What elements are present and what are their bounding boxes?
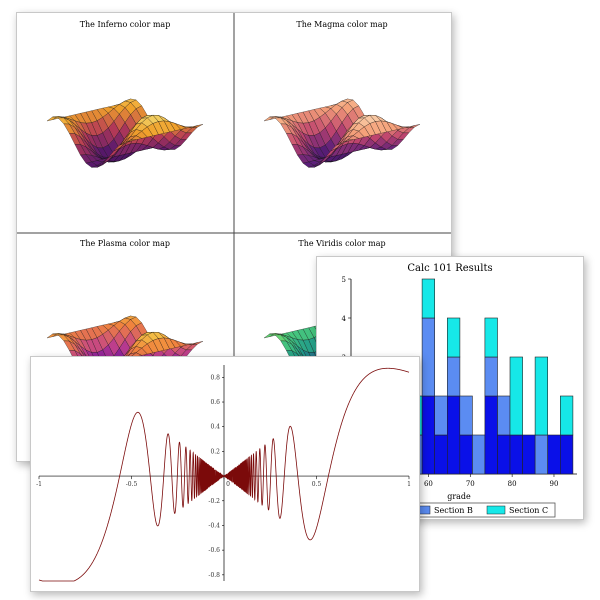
histogram-bar bbox=[484, 356, 498, 397]
line-plot-y-tick-label: 0.6 bbox=[210, 399, 220, 406]
inferno-title: The Inferno color map bbox=[80, 20, 171, 29]
line-plot-axes: -1 -0.5 0 0.5 1 0.8 0.6 0.4 0.2 -0.2 -0.4 -0.6 -0.8 bbox=[36, 365, 411, 581]
histogram-x-tick-label: 70 bbox=[466, 480, 475, 488]
legend-label-section-c: Section C bbox=[509, 506, 548, 515]
histogram-bar bbox=[421, 278, 435, 319]
histogram-bar bbox=[509, 434, 523, 475]
line-plot-y-tick-label: -0.4 bbox=[208, 522, 220, 529]
plasma-title: The Plasma color map bbox=[80, 239, 170, 248]
line-plot-y-tick-label: -0.2 bbox=[208, 498, 220, 505]
histogram-x-tick-label: 90 bbox=[550, 480, 559, 488]
histogram-bar bbox=[534, 434, 549, 475]
histogram-bar bbox=[509, 356, 523, 436]
surface-facet bbox=[336, 140, 348, 146]
line-plot-y-tick-label: 0.8 bbox=[210, 374, 220, 381]
histogram-bar bbox=[459, 395, 473, 436]
histogram-bar bbox=[472, 434, 486, 475]
line-plot-y-tick-label: -0.6 bbox=[208, 547, 220, 554]
histogram-bar bbox=[434, 434, 448, 475]
legend-label-section-b: Section B bbox=[434, 506, 473, 515]
histogram-bar bbox=[497, 434, 511, 475]
histogram-bar bbox=[421, 395, 435, 475]
line-plot: -1 -0.5 0 0.5 1 0.8 0.6 0.4 0.2 -0.2 -0.4 -0.6 -0.8 bbox=[36, 365, 411, 582]
line-plot-x-tick-label: 1 bbox=[407, 481, 411, 488]
histogram-bar bbox=[447, 356, 461, 397]
histogram-bar bbox=[497, 395, 511, 436]
histogram-bar bbox=[459, 434, 473, 475]
histogram-bar bbox=[484, 317, 498, 358]
histogram-bar bbox=[484, 395, 498, 475]
histogram-y-tick-label: 5 bbox=[342, 276, 346, 284]
line-plot-x-tick-label: 0.5 bbox=[312, 481, 322, 488]
histogram-bar bbox=[522, 434, 536, 475]
line-plot-x-tick-label: -1 bbox=[36, 481, 42, 488]
histogram-x-tick-label: 80 bbox=[508, 480, 517, 488]
histogram-legend: Section B Section C bbox=[406, 502, 556, 518]
histogram-bar bbox=[560, 395, 574, 436]
histogram-bar bbox=[534, 356, 549, 436]
histogram-bar bbox=[421, 317, 435, 397]
line-plot-x-tick-label: 0 bbox=[226, 481, 230, 488]
histogram-bar bbox=[447, 395, 461, 475]
inferno-surface bbox=[46, 98, 204, 168]
viridis-title: The Viridis color map bbox=[298, 239, 385, 248]
surface-facet bbox=[119, 140, 131, 146]
line-plot-x-tick-label: -0.5 bbox=[126, 481, 138, 488]
line-plot-y-tick-label: -0.8 bbox=[208, 572, 220, 579]
histogram-bar bbox=[434, 395, 448, 436]
histogram-title: Calc 101 Results bbox=[407, 263, 492, 274]
histogram-y-tick-label: 4 bbox=[342, 315, 347, 323]
line-plot-curve bbox=[38, 367, 410, 582]
line-plot-panel: -1 -0.5 0 0.5 1 0.8 0.6 0.4 0.2 -0.2 -0.4 -0.6 -0.8 bbox=[30, 356, 420, 592]
legend-swatch-section-c bbox=[486, 505, 506, 515]
histogram-x-tick-label: 60 bbox=[424, 480, 433, 488]
histogram-bar bbox=[560, 434, 574, 475]
histogram-bar bbox=[447, 317, 461, 358]
histogram-xlabel: grade bbox=[447, 492, 471, 501]
magma-surface bbox=[263, 98, 421, 168]
magma-title: The Magma color map bbox=[296, 20, 387, 29]
histogram-bar bbox=[547, 434, 561, 475]
line-plot-y-tick-label: 0.4 bbox=[210, 424, 220, 431]
line-plot-y-tick-label: 0.2 bbox=[210, 448, 220, 455]
